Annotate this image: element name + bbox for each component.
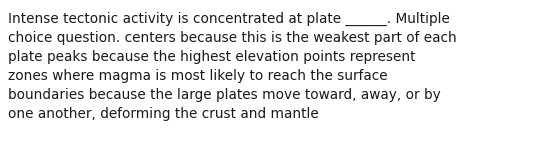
Text: Intense tectonic activity is concentrated at plate ______. Multiple
choice quest: Intense tectonic activity is concentrate… bbox=[8, 12, 457, 121]
